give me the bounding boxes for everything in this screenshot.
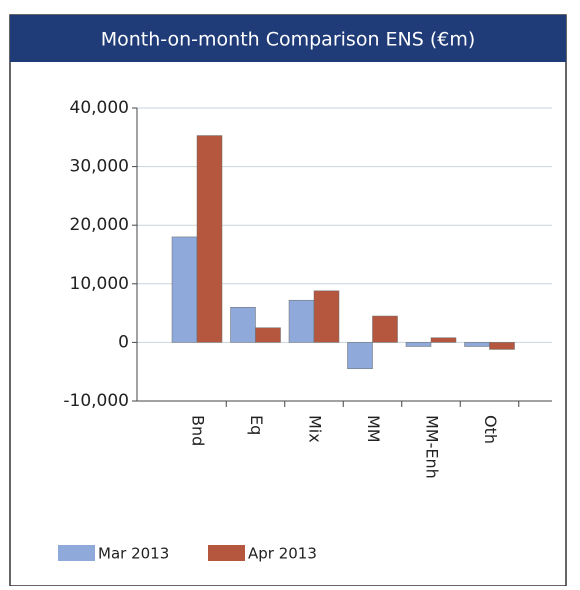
x-tick-label: Eq bbox=[247, 415, 266, 435]
y-tick-label: 20,000 bbox=[70, 215, 129, 235]
y-tick-label: 30,000 bbox=[70, 157, 129, 177]
x-tick-label: MM-Enh bbox=[423, 415, 442, 479]
y-tick-label: 10,000 bbox=[70, 274, 129, 294]
x-tick-label: MM bbox=[364, 415, 383, 443]
panel bbox=[9, 14, 567, 587]
bar bbox=[313, 290, 340, 343]
bar bbox=[430, 337, 457, 343]
bar bbox=[347, 342, 373, 370]
y-tick-label: -10,000 bbox=[63, 391, 129, 411]
legend-swatch bbox=[58, 545, 95, 561]
chart-title: Month-on-month Comparison ENS (€m) bbox=[101, 29, 476, 51]
bar bbox=[489, 342, 515, 350]
bar bbox=[405, 342, 432, 347]
bar bbox=[372, 315, 398, 343]
bar bbox=[288, 299, 315, 343]
bar bbox=[230, 306, 256, 343]
legend-label: Apr 2013 bbox=[248, 545, 317, 563]
header bbox=[10, 15, 566, 62]
bar bbox=[255, 327, 281, 343]
y-tick-label: 0 bbox=[118, 332, 129, 352]
x-tick-label: Oth bbox=[481, 415, 500, 444]
bar bbox=[464, 342, 490, 347]
x-tick-label: Mix bbox=[306, 415, 325, 443]
legend-swatch bbox=[208, 545, 245, 561]
x-tick-label: Bnd bbox=[189, 415, 208, 446]
bar bbox=[196, 135, 223, 343]
y-tick-label: 40,000 bbox=[70, 98, 129, 118]
bar bbox=[171, 236, 198, 343]
legend-label: Mar 2013 bbox=[98, 545, 169, 563]
